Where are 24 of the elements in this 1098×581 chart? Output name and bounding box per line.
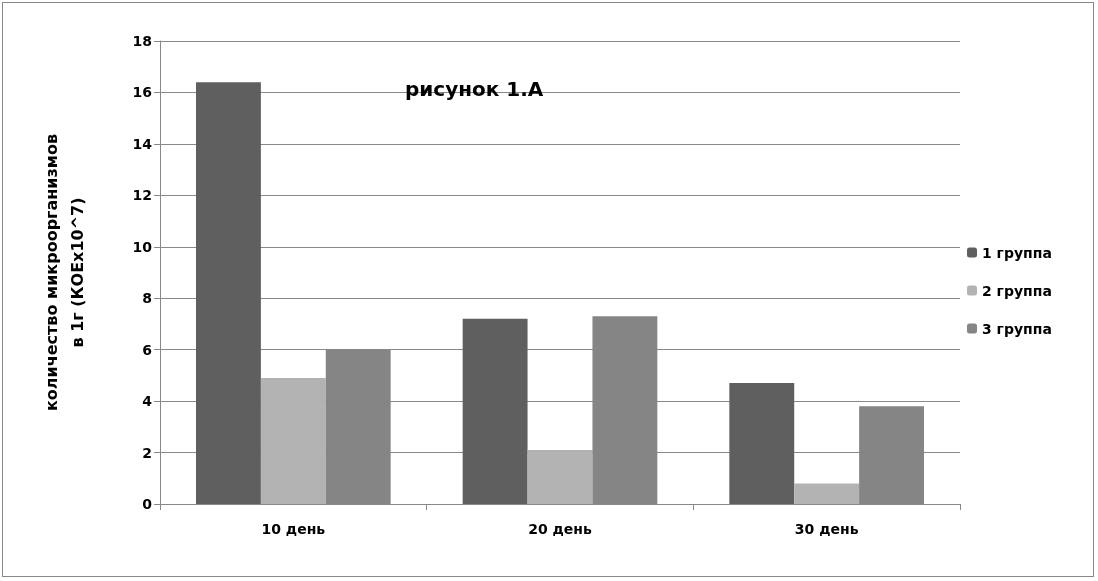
x-tick-label: 30 день [794, 521, 859, 537]
bar [260, 377, 326, 504]
y-tick-label: 10 [132, 238, 153, 255]
bar [794, 483, 860, 504]
legend-label: 2 группа [982, 282, 1052, 299]
bar [729, 383, 795, 504]
y-tick-label: 2 [142, 444, 152, 461]
bar [196, 82, 261, 504]
y-tick-label: 8 [142, 290, 152, 307]
y-tick-label: 18 [132, 33, 152, 49]
y-axis-title: количество микроорганизмов в 1г (КОЕх10^7) [41, 133, 87, 412]
bar [462, 318, 528, 504]
y-tick-label: 16 [132, 84, 152, 101]
x-tick-label: 10 день [261, 521, 326, 537]
y-tick-label: 12 [132, 187, 152, 204]
bar [527, 449, 593, 504]
x-tick-label: 20 день [528, 521, 592, 537]
legend-label: 3 группа [982, 320, 1052, 337]
legend-label: 1 группа [982, 244, 1052, 261]
y-tick-label: 4 [142, 393, 153, 410]
y-tick-label: 14 [132, 135, 153, 152]
y-tick-label: 0 [142, 496, 153, 512]
text: рисунок 1.A [405, 77, 544, 101]
y-tick-label: 6 [142, 341, 152, 358]
